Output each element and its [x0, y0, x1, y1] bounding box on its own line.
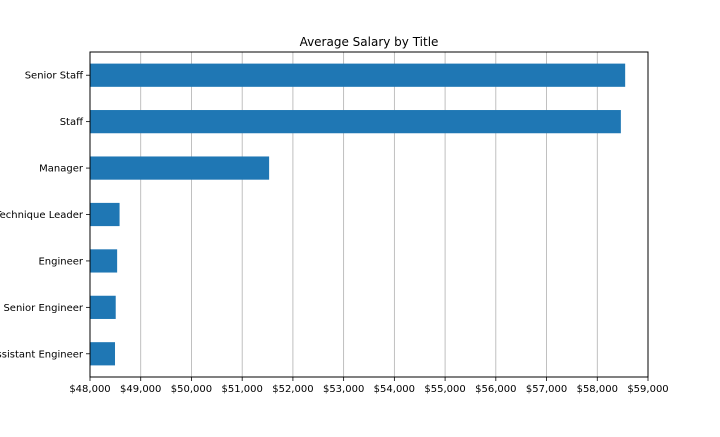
y-tick-label: Senior Staff: [25, 71, 84, 82]
y-tick-label: Technique Leader: [0, 210, 84, 221]
x-tick-label: $56,000: [475, 384, 516, 395]
x-tick-label: $57,000: [526, 384, 567, 395]
bar: [90, 156, 270, 180]
bar: [90, 249, 118, 273]
x-tick-label: $58,000: [577, 384, 618, 395]
chart-title: Average Salary by Title: [300, 35, 439, 49]
gridlines: [89, 52, 649, 377]
x-tick-label: $55,000: [424, 384, 465, 395]
bar: [90, 295, 116, 319]
y-tick-label: Staff: [60, 117, 84, 128]
x-tick-label: $49,000: [120, 384, 161, 395]
y-tick-label: Senior Engineer: [3, 303, 83, 314]
x-tick-label: $53,000: [323, 384, 364, 395]
y-tick-label: Manager: [39, 164, 84, 175]
x-tick-label: $50,000: [171, 384, 212, 395]
bar: [90, 110, 621, 134]
x-tick-label: $54,000: [374, 384, 415, 395]
x-tick-label: $51,000: [222, 384, 263, 395]
plot-frame: [89, 51, 649, 378]
x-tick-label: $59,000: [627, 384, 668, 395]
bar: [90, 63, 626, 87]
x-axis: $48,000 $49,000 $50,000 $51,000 $52,000 $53,0…: [69, 377, 669, 395]
bar: [90, 202, 120, 227]
y-tick-label: Engineer: [38, 256, 83, 267]
y-axis: Senior Staff Staff Manager Technique Leader…: [0, 71, 90, 360]
bar: [90, 342, 116, 366]
bars: [90, 63, 626, 366]
x-tick-label: $48,000: [69, 384, 110, 395]
x-tick-label: $52,000: [272, 384, 313, 395]
y-tick-label: Assistant Engineer: [0, 349, 84, 360]
